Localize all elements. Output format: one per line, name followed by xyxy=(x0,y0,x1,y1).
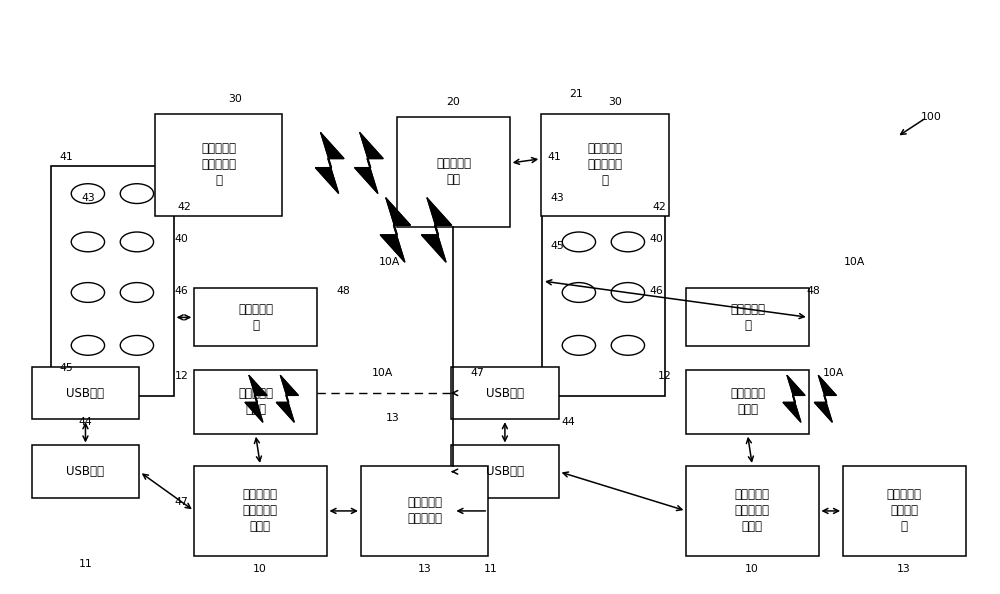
Text: 无线网络传
输设备: 无线网络传 输设备 xyxy=(238,387,273,416)
Polygon shape xyxy=(245,375,267,422)
Polygon shape xyxy=(814,375,836,422)
FancyBboxPatch shape xyxy=(155,113,282,216)
Polygon shape xyxy=(276,375,298,422)
Circle shape xyxy=(562,283,596,302)
Text: USB接口: USB接口 xyxy=(66,387,104,400)
Text: 10A: 10A xyxy=(372,368,393,378)
FancyBboxPatch shape xyxy=(451,367,559,419)
Text: 42: 42 xyxy=(653,202,667,212)
FancyBboxPatch shape xyxy=(686,369,809,434)
Text: 47: 47 xyxy=(175,498,188,507)
FancyBboxPatch shape xyxy=(686,288,809,346)
Text: 11: 11 xyxy=(483,564,497,574)
Text: 11: 11 xyxy=(79,558,92,568)
Circle shape xyxy=(562,336,596,355)
Polygon shape xyxy=(315,133,344,194)
FancyBboxPatch shape xyxy=(361,466,488,556)
Text: 41: 41 xyxy=(547,152,561,162)
Text: 47: 47 xyxy=(471,368,484,378)
Text: 目的端影像
媒体显示设
备: 目的端影像 媒体显示设 备 xyxy=(587,142,622,187)
FancyBboxPatch shape xyxy=(451,446,559,498)
Text: 40: 40 xyxy=(650,234,664,244)
FancyBboxPatch shape xyxy=(194,369,317,434)
FancyBboxPatch shape xyxy=(32,446,139,498)
Text: 加值路由服
务器: 加值路由服 务器 xyxy=(436,157,471,187)
Text: 客户端影像
媒体发送电
子装置: 客户端影像 媒体发送电 子装置 xyxy=(735,488,770,533)
Text: 43: 43 xyxy=(82,193,95,203)
Circle shape xyxy=(71,184,105,204)
Polygon shape xyxy=(380,198,410,262)
Text: 目的端影像
媒体显示设
备: 目的端影像 媒体显示设 备 xyxy=(201,142,236,187)
Circle shape xyxy=(562,232,596,252)
Circle shape xyxy=(120,232,154,252)
Text: 12: 12 xyxy=(175,371,188,381)
Text: 42: 42 xyxy=(178,202,191,212)
Text: 30: 30 xyxy=(228,94,242,104)
Text: 41: 41 xyxy=(59,152,73,162)
Text: 10: 10 xyxy=(253,564,267,574)
Text: 10A: 10A xyxy=(844,257,865,267)
Circle shape xyxy=(71,232,105,252)
Text: 46: 46 xyxy=(650,286,664,296)
Polygon shape xyxy=(355,133,383,194)
Circle shape xyxy=(71,336,105,355)
Text: 无线传输接
口: 无线传输接 口 xyxy=(730,303,765,332)
FancyBboxPatch shape xyxy=(32,367,139,419)
Text: 48: 48 xyxy=(807,286,820,296)
Text: USB接口: USB接口 xyxy=(486,387,524,400)
Circle shape xyxy=(611,283,645,302)
Text: 无线网络传
输设备: 无线网络传 输设备 xyxy=(730,387,765,416)
Circle shape xyxy=(120,184,154,204)
FancyBboxPatch shape xyxy=(686,466,818,556)
Text: 30: 30 xyxy=(609,97,623,107)
Text: 44: 44 xyxy=(562,417,575,427)
Text: 20: 20 xyxy=(446,97,460,107)
Text: 21: 21 xyxy=(570,90,583,99)
Polygon shape xyxy=(421,198,452,262)
FancyBboxPatch shape xyxy=(542,166,665,396)
Text: 48: 48 xyxy=(336,286,350,296)
Text: 13: 13 xyxy=(385,413,399,423)
Text: 有线以太网
络传输设
备: 有线以太网 络传输设 备 xyxy=(887,488,922,533)
Text: 有线以太网
络传输设备: 有线以太网 络传输设备 xyxy=(407,497,442,526)
Text: 44: 44 xyxy=(79,417,92,427)
Text: 10A: 10A xyxy=(823,368,844,378)
Text: 45: 45 xyxy=(550,241,564,251)
Circle shape xyxy=(71,283,105,302)
FancyBboxPatch shape xyxy=(541,113,669,216)
Text: 10: 10 xyxy=(745,564,759,574)
Text: 46: 46 xyxy=(175,286,188,296)
FancyBboxPatch shape xyxy=(397,116,510,227)
Text: 40: 40 xyxy=(175,234,188,244)
Text: 12: 12 xyxy=(658,371,672,381)
Circle shape xyxy=(120,283,154,302)
Text: 100: 100 xyxy=(921,112,942,122)
Text: 45: 45 xyxy=(59,363,73,373)
Text: USB接口: USB接口 xyxy=(66,465,104,478)
Text: 13: 13 xyxy=(418,564,431,574)
Circle shape xyxy=(611,232,645,252)
FancyBboxPatch shape xyxy=(843,466,966,556)
Text: 13: 13 xyxy=(897,564,911,574)
Text: 10A: 10A xyxy=(379,257,400,267)
Circle shape xyxy=(611,336,645,355)
Text: 无线传输接
口: 无线传输接 口 xyxy=(238,303,273,332)
Polygon shape xyxy=(783,375,805,422)
Circle shape xyxy=(562,184,596,204)
FancyBboxPatch shape xyxy=(194,466,327,556)
FancyBboxPatch shape xyxy=(194,288,317,346)
Circle shape xyxy=(611,184,645,204)
Text: 43: 43 xyxy=(550,193,564,203)
Text: USB接口: USB接口 xyxy=(486,465,524,478)
Text: 客户端影像
媒体发送电
子装置: 客户端影像 媒体发送电 子装置 xyxy=(243,488,278,533)
Circle shape xyxy=(120,336,154,355)
FancyBboxPatch shape xyxy=(51,166,174,396)
